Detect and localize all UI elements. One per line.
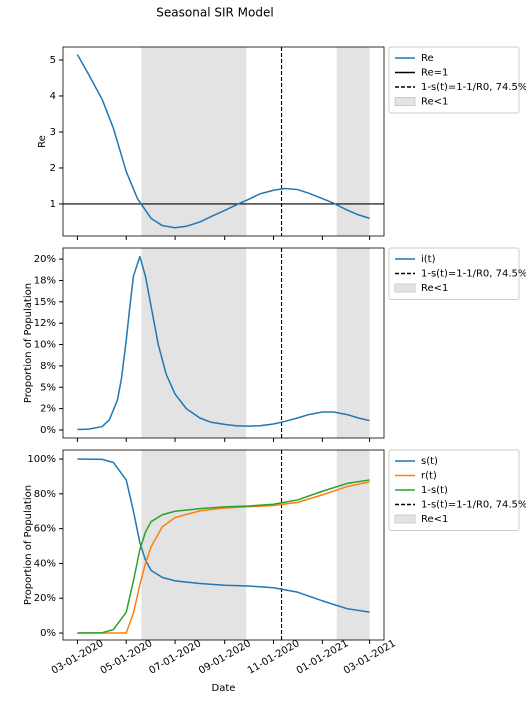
y-axis-label: Re bbox=[37, 135, 48, 148]
series-line bbox=[77, 255, 370, 431]
shaded-span bbox=[336, 248, 370, 438]
y-axis-label: Proportion of Population bbox=[23, 485, 34, 605]
legend-swatch bbox=[394, 514, 416, 524]
y-tick-label: 15% bbox=[34, 297, 56, 308]
series-line bbox=[77, 479, 370, 634]
series-line bbox=[77, 458, 370, 613]
series-line bbox=[77, 481, 370, 634]
y-tick-label: 5 bbox=[50, 55, 56, 66]
y-tick-label: 0% bbox=[40, 425, 56, 436]
legend-box bbox=[388, 247, 520, 300]
legend-label: Re<1 bbox=[421, 514, 448, 525]
y-tick-label: 18% bbox=[34, 275, 56, 286]
x-axis-label: Date bbox=[212, 683, 236, 694]
legend-label: 1-s(t)=1-1/R0, 74.5% bbox=[421, 82, 526, 93]
y-tick-label: 100% bbox=[27, 454, 56, 465]
legend-label: 1-s(t)=1-1/R0, 74.5% bbox=[421, 269, 526, 280]
legend-label: r(t) bbox=[421, 471, 437, 482]
legend-label: i(t) bbox=[421, 254, 436, 265]
legend-swatch bbox=[394, 97, 416, 106]
legend-label: Re<1 bbox=[421, 97, 448, 108]
y-tick-label: 8% bbox=[40, 361, 56, 372]
y-tick-label: 5% bbox=[40, 382, 56, 393]
y-axis-label: Proportion of Population bbox=[23, 283, 34, 403]
axes-frame bbox=[62, 46, 385, 237]
legend-label: Re=1 bbox=[421, 68, 448, 79]
legend-label: Re bbox=[421, 53, 434, 64]
y-tick-label: 10% bbox=[34, 340, 56, 351]
y-tick-label: 1 bbox=[50, 199, 56, 210]
y-tick-label: 80% bbox=[34, 489, 56, 500]
y-tick-label: 12% bbox=[34, 318, 56, 329]
series-line bbox=[76, 54, 370, 229]
legend-box bbox=[388, 46, 520, 114]
legend-label: 1-s(t)=1-1/R0, 74.5% bbox=[421, 500, 526, 511]
shaded-span bbox=[336, 450, 370, 640]
shaded-span bbox=[141, 450, 247, 640]
y-tick-label: 2 bbox=[50, 163, 56, 174]
legend-swatch bbox=[394, 283, 416, 293]
y-tick-label: 3 bbox=[50, 127, 56, 138]
axes-frame bbox=[62, 247, 385, 439]
y-tick-label: 2% bbox=[40, 404, 56, 415]
y-tick-label: 40% bbox=[34, 558, 56, 569]
axes-frame bbox=[62, 449, 385, 641]
y-tick-label: 60% bbox=[34, 524, 56, 535]
legend-box bbox=[388, 449, 520, 531]
y-tick-label: 20% bbox=[34, 254, 56, 265]
legend-label: 1-s(t) bbox=[421, 485, 448, 496]
figure-title: Seasonal SIR Model bbox=[156, 6, 273, 20]
y-tick-label: 20% bbox=[34, 593, 56, 604]
y-tick-label: 4 bbox=[50, 91, 56, 102]
y-tick-label: 0% bbox=[40, 628, 56, 639]
shaded-span bbox=[141, 248, 247, 438]
legend-label: s(t) bbox=[421, 456, 438, 467]
legend-label: Re<1 bbox=[421, 283, 448, 294]
